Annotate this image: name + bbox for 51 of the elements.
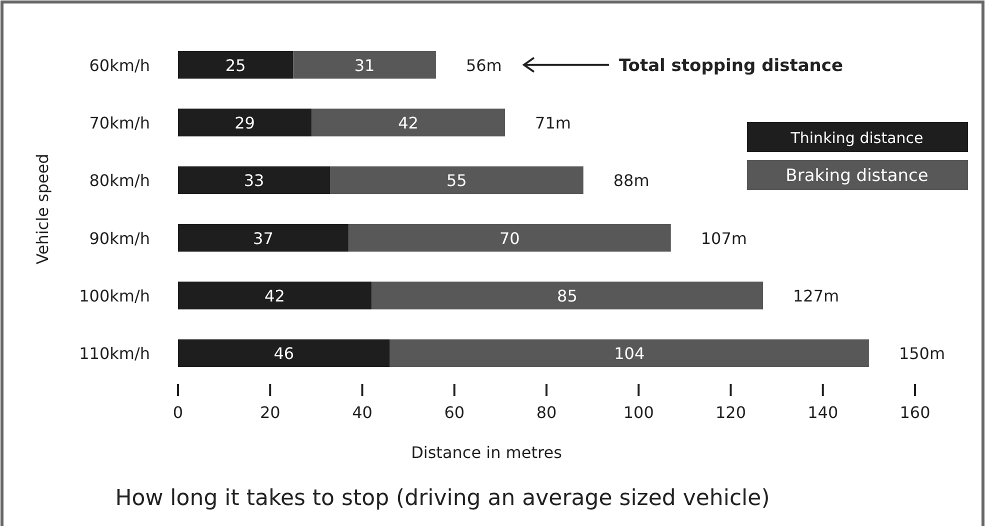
y-tick-label: 100km/h [79,286,150,306]
total-label: 71m [535,114,571,132]
bar [348,224,671,252]
x-tick-label: 80 [536,403,557,422]
bar [178,224,348,252]
bar [330,166,584,194]
data-label: 85 [557,286,578,306]
text: How long it takes to stop (driving an average sized vehicle) [115,486,770,511]
y-tick-label: 70km/h [89,114,150,132]
data-label: 104 [614,344,645,364]
y-tick-label: 110km/h [79,344,150,364]
x-tick-label: 60 [444,403,465,422]
y-tick-label: 80km/h [89,171,150,190]
data-label: 31 [354,56,375,75]
total-label: 150m [898,344,946,364]
data-label: 25 [225,56,246,75]
data-label: 37 [253,228,274,248]
bar [390,339,869,368]
data-label: 29 [234,114,255,132]
total-label: 127m [792,286,840,306]
bar [293,50,436,79]
x-axis-title: Distance in metres [411,443,562,462]
bar [178,166,330,194]
data-label: 46 [274,344,294,364]
x-tick-label: 120 [715,403,746,422]
x-tick-label: 100 [623,403,654,422]
x-tick-label: 0 [172,403,184,422]
text: Braking distance [786,166,928,186]
total-label: 88m [613,171,650,190]
x-tick-label: 40 [352,403,372,422]
text: Thinking distance [790,129,924,147]
data-label: 55 [446,171,467,190]
bar [371,282,763,310]
total-label: 107m [700,228,747,248]
data-label: 42 [264,286,285,306]
x-tick-label: 160 [900,403,930,422]
data-label: 42 [398,114,418,132]
data-label: 70 [499,228,520,248]
y-tick-label: 90km/h [89,228,150,248]
bar [312,108,506,136]
annotation: Total stopping distance [618,56,844,76]
bar [178,50,294,79]
bar [178,282,372,310]
data-label: 33 [244,171,264,190]
y-tick-label: 60km/h [89,56,150,75]
y-axis-title: Vehicle speed [33,154,52,264]
x-tick-label: 140 [808,403,838,422]
x-tick-label: 20 [260,403,280,422]
total-label: 56m [466,56,502,75]
bar [178,339,390,368]
bar [178,108,312,136]
